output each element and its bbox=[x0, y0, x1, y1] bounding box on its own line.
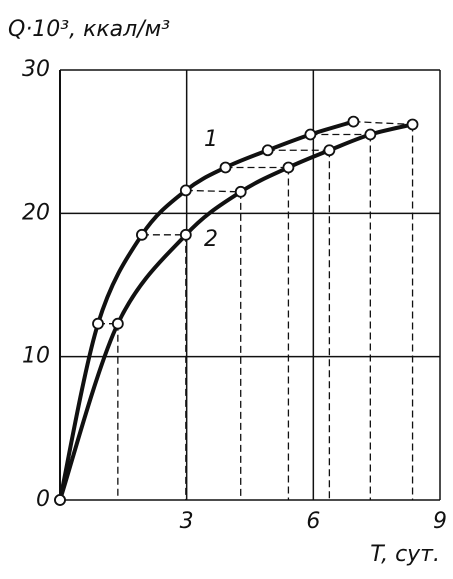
series-label: 1 bbox=[204, 127, 218, 152]
y-tick-label: 10 bbox=[22, 344, 50, 369]
y-tick-label: 0 bbox=[36, 487, 50, 512]
point bbox=[234, 185, 247, 198]
series-line bbox=[58, 122, 414, 501]
x-tick-label: 6 bbox=[306, 509, 320, 534]
y-tick-label: 20 bbox=[22, 200, 50, 225]
y-axis-label: Q·10³, ккал/м³ bbox=[8, 17, 170, 42]
connector bbox=[353, 120, 413, 126]
point bbox=[219, 161, 232, 174]
point bbox=[364, 128, 377, 141]
x-tick-label: 3 bbox=[180, 509, 194, 534]
point bbox=[111, 317, 124, 330]
x-tick-label: 9 bbox=[433, 509, 447, 534]
point bbox=[54, 494, 66, 506]
point bbox=[179, 184, 192, 197]
point bbox=[347, 115, 360, 128]
series-line bbox=[58, 119, 355, 501]
point bbox=[323, 144, 336, 157]
series-label: 2 bbox=[204, 227, 218, 252]
point bbox=[261, 144, 274, 157]
point bbox=[406, 118, 419, 131]
x-axis-label: T, сут. bbox=[370, 542, 440, 567]
connector bbox=[185, 189, 241, 193]
point bbox=[282, 161, 295, 174]
y-tick-label: 30 bbox=[22, 57, 50, 82]
point bbox=[92, 317, 104, 330]
point bbox=[304, 128, 317, 141]
point bbox=[136, 228, 148, 241]
point bbox=[179, 228, 192, 241]
